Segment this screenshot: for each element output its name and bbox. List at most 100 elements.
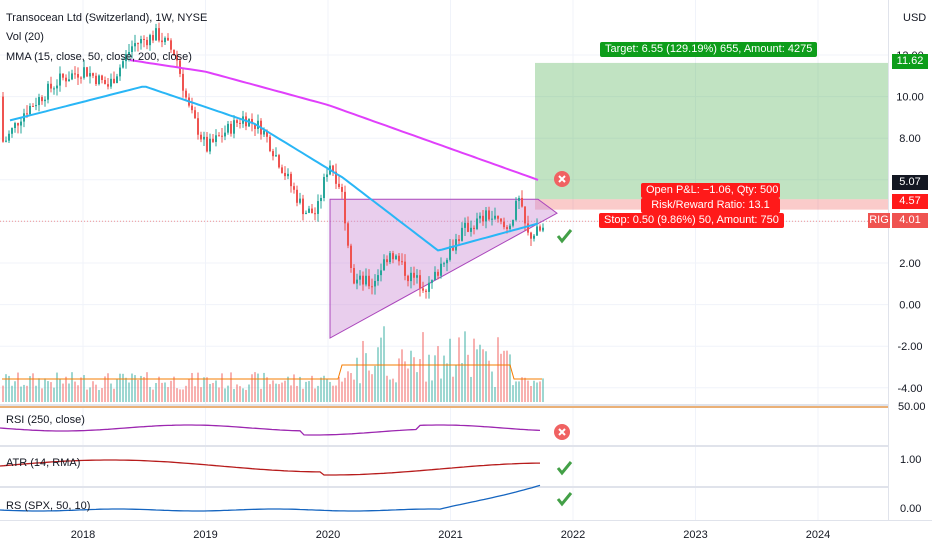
volume-bar (323, 375, 325, 402)
rs-pane-label[interactable]: RS (SPX, 50, 10) (6, 500, 91, 512)
volume-bar (146, 372, 148, 402)
candle-body (38, 97, 40, 106)
candle-body (263, 130, 265, 135)
candle-body (401, 261, 403, 263)
candle-body (83, 67, 85, 78)
volume-bar (338, 376, 340, 402)
price-axis-label: -2.00 (897, 341, 922, 353)
volume-bar (68, 383, 70, 402)
pnl-info-box[interactable]: Open P&L: −1.06, Qty: 500 (641, 183, 780, 198)
rsi-axis-value: 50.00 (898, 401, 926, 413)
candle-body (200, 134, 202, 140)
volume-bar (200, 387, 202, 402)
volume-bar (248, 384, 250, 402)
candle-body (392, 253, 394, 260)
volume-bar (365, 353, 367, 402)
volume-bar (506, 350, 508, 402)
candle-body (176, 55, 178, 61)
volume-bar (185, 385, 187, 402)
volume-bar (374, 365, 376, 402)
candle-body (536, 226, 538, 236)
pane-divider (0, 404, 888, 408)
risk-reward-box[interactable]: Risk/Reward Ratio: 13.1 (641, 198, 780, 213)
volume-bar (71, 372, 73, 402)
volume-bar (233, 389, 235, 402)
candle-body (206, 136, 208, 152)
volume-bar (260, 388, 262, 402)
volume-bar (503, 350, 505, 402)
candle-body (35, 105, 37, 107)
candle-body (476, 218, 478, 229)
candle-body (446, 259, 448, 264)
volume-bar (335, 385, 337, 402)
volume-bar (158, 376, 160, 402)
volume-bar (437, 346, 439, 402)
candle-body (404, 261, 406, 276)
candle-body (140, 38, 142, 44)
volume-bar (281, 382, 283, 402)
volume-bar (206, 377, 208, 402)
candle-body (500, 218, 502, 222)
volume-bar (239, 386, 241, 402)
candle-body (68, 79, 70, 82)
candle-body (374, 280, 376, 287)
candle-body (347, 223, 349, 246)
volume-bar (266, 377, 268, 402)
candle-body (542, 227, 544, 231)
volume-bar (449, 338, 451, 402)
candle-body (530, 232, 532, 239)
volume-ma-line (2, 364, 542, 380)
candle-body (275, 155, 277, 157)
stop-info-box[interactable]: Stop: 0.50 (9.86%) 50, Amount: 750 (599, 213, 784, 228)
candle-body (452, 246, 454, 251)
time-axis-label: 2021 (438, 529, 462, 541)
candle-body (485, 210, 487, 222)
volume-bar (152, 389, 154, 402)
volume-bar (491, 371, 493, 402)
volume-bar (326, 379, 328, 402)
volume-bar (440, 378, 442, 402)
candle-body (287, 173, 289, 177)
candle-body (272, 151, 274, 157)
candle-body (281, 167, 283, 173)
candle-body (371, 286, 373, 288)
candle-body (317, 201, 319, 214)
volume-bar (359, 383, 361, 402)
target-info-box[interactable]: Target: 6.55 (129.19%) 655, Amount: 4275 (600, 42, 818, 57)
volume-bar (95, 384, 97, 402)
candle-body (44, 99, 46, 102)
volume-bar (242, 388, 244, 402)
volume-bar (314, 388, 316, 402)
candle-body (230, 123, 232, 134)
volume-bar (347, 371, 349, 402)
rsi-pane-label[interactable]: RSI (250, close) (6, 414, 85, 426)
volume-bar (77, 385, 79, 402)
stop-price-tag: 4.57 (892, 194, 928, 209)
volume-bar (104, 376, 106, 402)
volume-bar (386, 375, 388, 402)
price-axis-label: 0.00 (899, 300, 920, 312)
volume-bar (392, 378, 394, 402)
candle-body (65, 77, 67, 82)
candle-body (290, 173, 292, 187)
volume-bar (533, 380, 535, 402)
candle-body (362, 275, 364, 285)
atr-pane-label[interactable]: ATR (14, RMA) (6, 457, 81, 469)
candle-body (422, 288, 424, 291)
ma-50-line (9, 85, 539, 252)
time-axis-label: 2018 (71, 529, 95, 541)
vol-indicator-label[interactable]: Vol (20) (6, 31, 44, 43)
volume-bar (182, 389, 184, 402)
candle-body (227, 123, 229, 133)
candle-body (215, 135, 217, 142)
volume-bar (320, 377, 322, 402)
candle-body (341, 187, 343, 192)
mma-indicator-label[interactable]: MMA (15, close, 50, close, 200, close) (6, 51, 192, 63)
volume-bar (371, 374, 373, 402)
volume-bar (41, 388, 43, 402)
volume-bar (542, 378, 544, 402)
candle-body (59, 73, 61, 86)
volume-bar (302, 388, 304, 402)
